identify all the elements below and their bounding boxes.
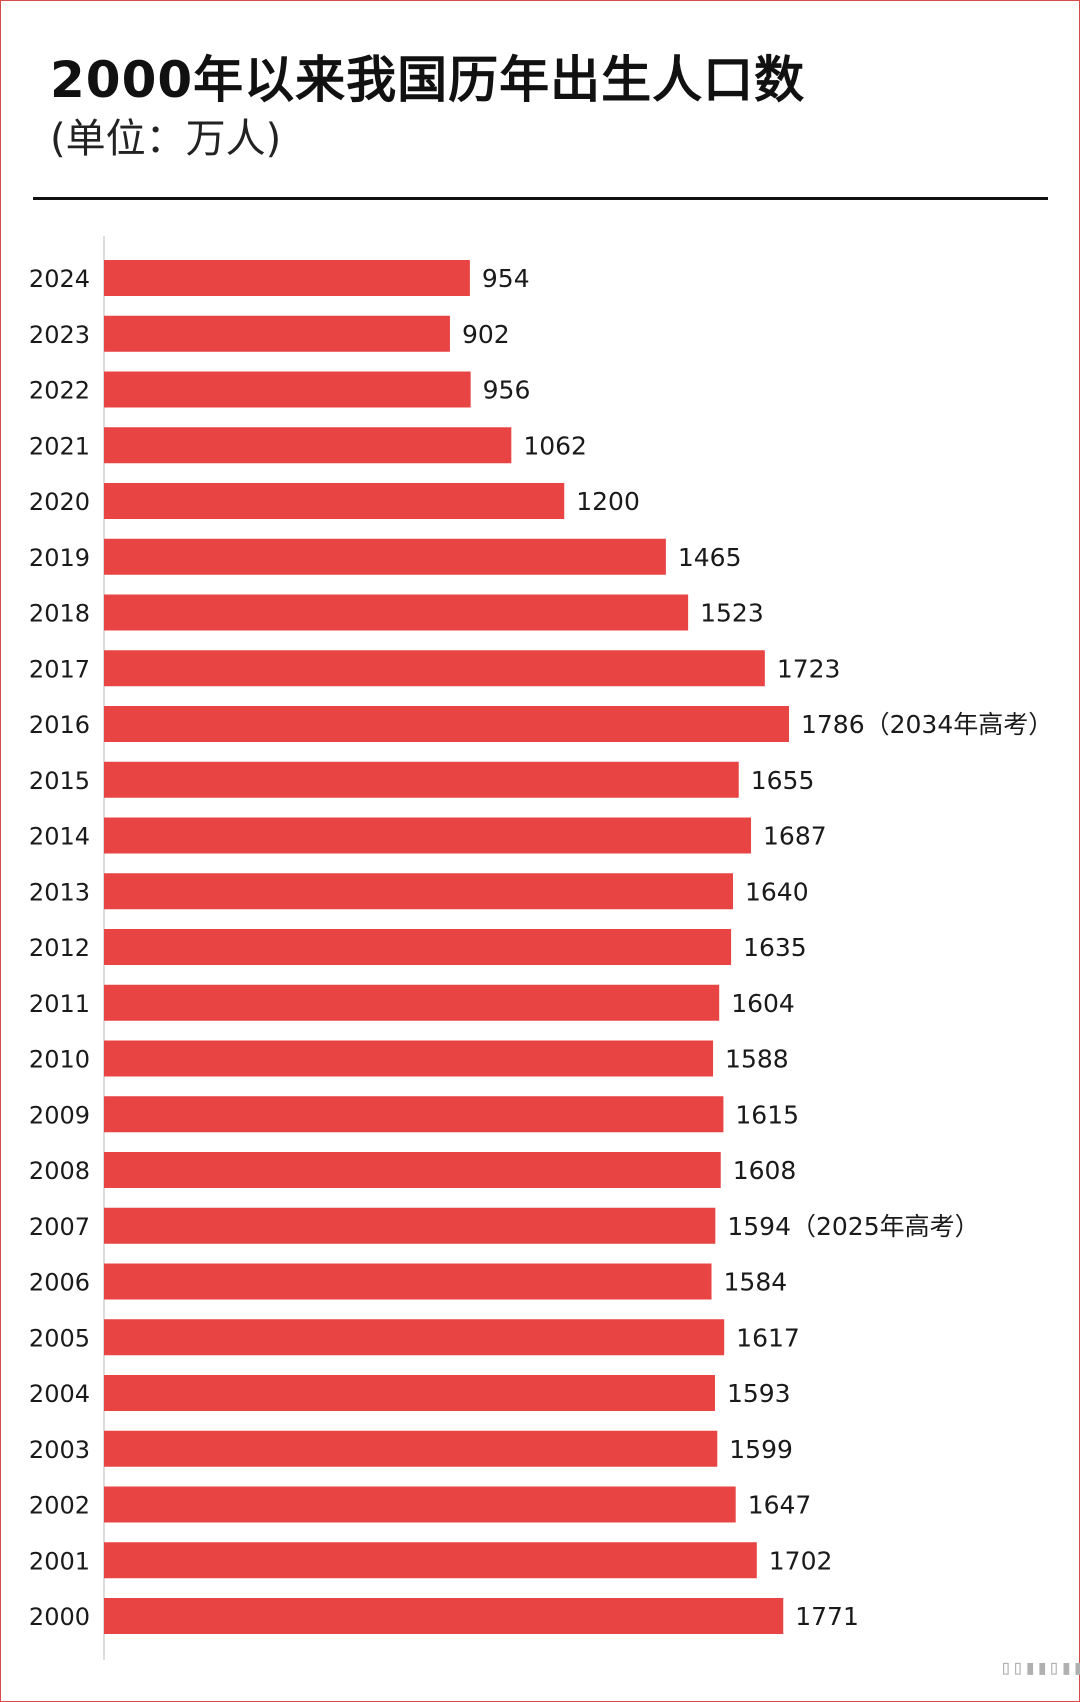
bar <box>104 873 734 910</box>
y-tick-label: 2020 <box>29 488 90 516</box>
bar <box>104 1486 736 1523</box>
y-tick-label: 2011 <box>29 990 90 1018</box>
bar <box>104 315 450 352</box>
data-label: 1593 <box>727 1379 791 1408</box>
y-tick-label: 2015 <box>29 767 90 795</box>
bar <box>104 929 732 965</box>
data-label: 1786（2034年高考） <box>801 710 1053 739</box>
data-label: 1640 <box>745 877 809 906</box>
y-tick-label: 2008 <box>29 1157 90 1185</box>
bar <box>104 1319 725 1356</box>
bar <box>104 650 765 687</box>
bar <box>104 1263 712 1300</box>
y-tick-label: 2013 <box>29 878 90 906</box>
y-tick-label: 2001 <box>29 1547 90 1575</box>
bar <box>104 371 471 408</box>
y-tick-label: 2021 <box>29 432 90 460</box>
y-tick-label: 2023 <box>29 321 90 349</box>
data-label: 902 <box>462 320 510 349</box>
bar <box>104 1207 716 1244</box>
bar <box>104 1542 757 1579</box>
data-label: 1687 <box>763 822 827 851</box>
y-tick-label: 2018 <box>29 600 90 628</box>
data-label: 1604 <box>731 989 795 1018</box>
chart-title: 2000年以来我国历年出生人口数 <box>50 51 806 109</box>
y-tick-label: 2014 <box>29 823 90 851</box>
data-label: 1062 <box>523 431 587 460</box>
y-tick-label: 2000 <box>29 1603 90 1631</box>
y-tick-label: 2024 <box>29 265 90 293</box>
bar <box>104 1040 714 1077</box>
data-label: 1599 <box>729 1435 793 1464</box>
bar-group: 2024 954 2023 902 2022 956 2021 1062 2020 1200 201… <box>29 260 1053 1634</box>
data-label: 1635 <box>743 933 807 962</box>
title-divider <box>33 197 1048 200</box>
bar <box>104 1598 784 1634</box>
data-label: 1617 <box>736 1323 800 1352</box>
bar <box>104 594 689 631</box>
y-tick-label: 2010 <box>29 1046 90 1074</box>
data-label: 1200 <box>576 487 640 516</box>
bar <box>104 761 739 798</box>
data-label: 1702 <box>769 1546 833 1575</box>
data-label: 956 <box>483 376 531 405</box>
y-tick-label: 2022 <box>29 377 90 405</box>
bar <box>104 817 752 854</box>
data-label: 1771 <box>795 1602 859 1631</box>
data-label: 1608 <box>733 1156 797 1185</box>
y-tick-label: 2006 <box>29 1269 90 1297</box>
bar <box>104 1430 718 1467</box>
data-label: 1723 <box>777 654 841 683</box>
y-tick-label: 2019 <box>29 544 90 572</box>
y-tick-label: 2005 <box>29 1324 90 1352</box>
data-label: 1584 <box>724 1268 788 1297</box>
data-label: 1647 <box>748 1491 812 1520</box>
y-tick-label: 2017 <box>29 655 90 683</box>
bar <box>104 1152 721 1188</box>
y-tick-label: 2016 <box>29 711 90 739</box>
bar <box>104 1096 724 1133</box>
image-edge-mark: ▯▯▮▮▯▮▮▯ <box>1000 1655 1080 1679</box>
bar <box>104 427 512 464</box>
data-label: 1523 <box>700 599 764 628</box>
data-label: 1588 <box>725 1045 789 1074</box>
bar <box>104 260 470 296</box>
y-tick-label: 2007 <box>29 1213 90 1241</box>
y-tick-label: 2009 <box>29 1101 90 1129</box>
data-label: 1655 <box>751 766 815 795</box>
bar <box>104 1375 715 1411</box>
y-tick-label: 2012 <box>29 934 90 962</box>
data-label: 1465 <box>678 543 742 572</box>
y-tick-label: 2002 <box>29 1492 90 1520</box>
bar <box>104 538 666 575</box>
y-tick-label: 2004 <box>29 1380 90 1408</box>
bar <box>104 706 789 742</box>
bar <box>104 483 565 519</box>
data-label: 1615 <box>735 1100 799 1129</box>
chart-subtitle: (单位：万人) <box>50 116 282 162</box>
data-label: 954 <box>482 264 530 293</box>
bar <box>104 984 720 1021</box>
y-tick-label: 2003 <box>29 1436 90 1464</box>
data-label: 1594（2025年高考） <box>727 1212 979 1241</box>
